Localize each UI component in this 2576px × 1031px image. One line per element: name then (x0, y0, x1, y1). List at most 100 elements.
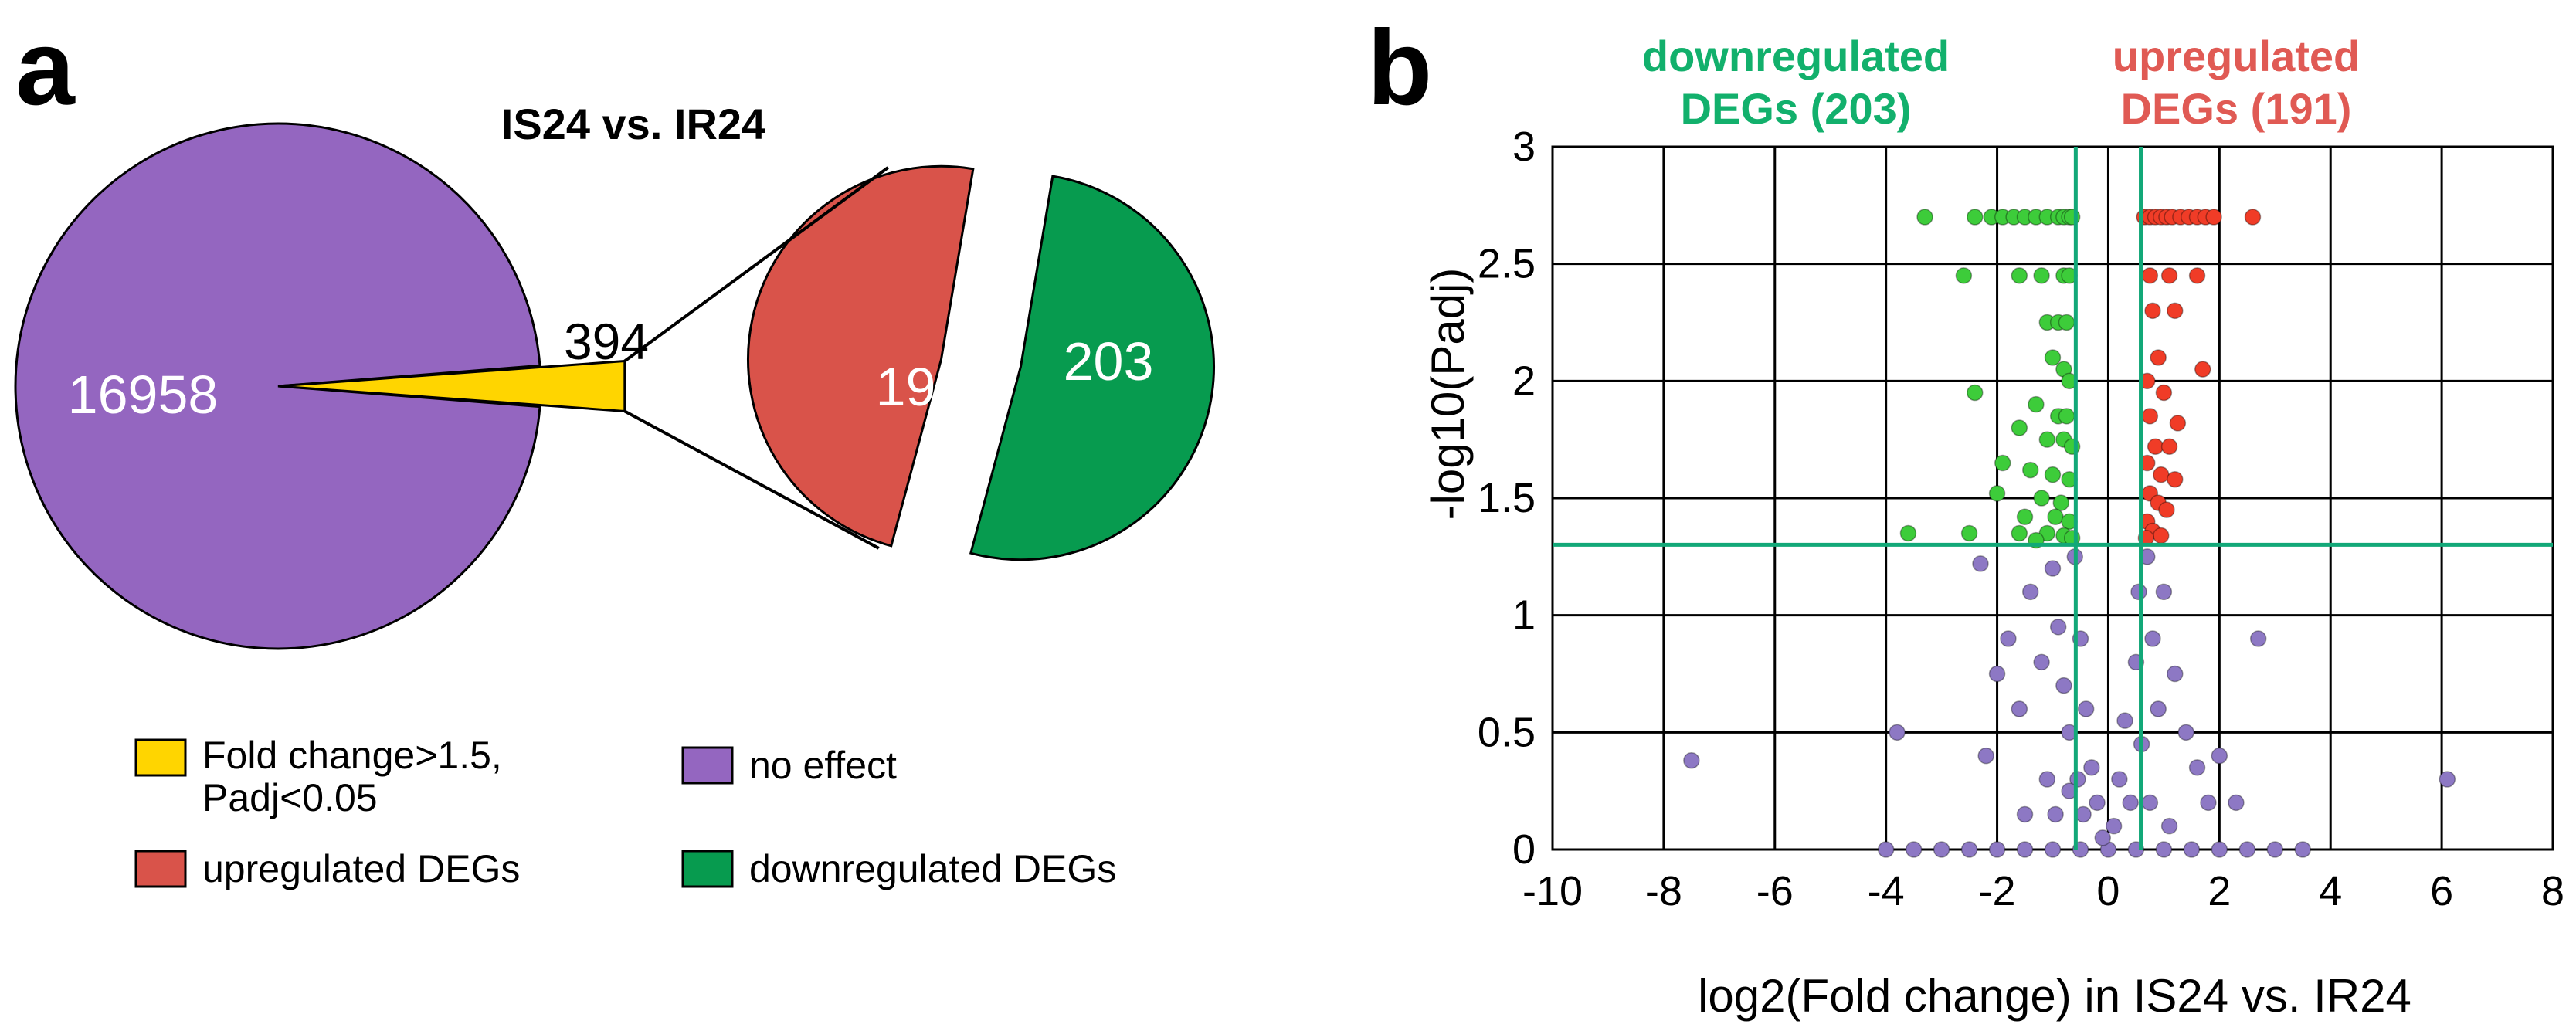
scatter-point-down (2011, 267, 2028, 284)
legend-swatch-no-effect (681, 746, 734, 785)
scatter-point-down (2011, 524, 2028, 542)
scatter-point-down (2021, 461, 2039, 479)
y-tick-label: 3 (1512, 124, 1536, 170)
annotation-up-line1: upregulated (2113, 32, 2360, 80)
scatter-point-down (1994, 454, 2011, 472)
scatter-point-up (2160, 267, 2178, 284)
scatter-point-purple (1683, 751, 1700, 769)
scatter-point-down (2011, 419, 2028, 436)
scatter-point-purple (2011, 700, 2028, 717)
legend-swatch-selected (134, 738, 187, 777)
scatter-point-purple (2016, 805, 2034, 823)
scatter-point-down (2038, 524, 2056, 542)
scatter-point-up (2194, 361, 2211, 378)
scatter-point-purple (2044, 841, 2062, 858)
x-tick-label: 2 (2208, 868, 2231, 914)
scatter-point-purple (2021, 583, 2039, 601)
scatter-point-up (2160, 438, 2178, 456)
scatter-point-down (1967, 209, 1984, 226)
scatter-point-purple (2033, 653, 2050, 671)
scatter-point-purple (2167, 665, 2184, 683)
scatter-point-purple (2016, 841, 2034, 858)
scatter-point-down (2058, 408, 2075, 425)
pie-label-selected: 394 (564, 313, 649, 370)
scatter-point-down (1916, 209, 1933, 226)
scatter-point-up (2147, 438, 2164, 456)
connector-line-top (623, 166, 889, 363)
pie-chart (14, 122, 626, 650)
scatter-point-up (2141, 408, 2159, 425)
scatter-point-purple (2055, 677, 2072, 694)
scatter-point-down (1899, 524, 1917, 542)
scatter-point-up (2188, 267, 2206, 284)
y-tick-label: 1 (1512, 592, 1536, 639)
scatter-point-purple (2089, 794, 2106, 812)
x-tick-label: 6 (2430, 868, 2453, 914)
pie-slice-selected (277, 359, 626, 413)
pie-legend: Fold change>1.5, Padj<0.05 no effect upr… (134, 734, 1116, 890)
breakdown-label-up: 191 (876, 357, 966, 417)
connector-line-bottom (623, 409, 880, 550)
scatter-point-up (2158, 501, 2175, 518)
scatter-point-purple (2155, 841, 2173, 858)
legend-swatch-down (681, 850, 734, 888)
scatter-point-purple (2249, 630, 2267, 647)
scatter-point-purple (2122, 794, 2139, 812)
scatter-point-down (2033, 267, 2050, 284)
x-tick-label: -4 (1868, 868, 1905, 914)
scatter-point-purple (2141, 794, 2159, 812)
scatter-point-purple (2177, 724, 2194, 741)
scatter-point-up (2167, 302, 2184, 320)
scatter-point-purple (2130, 583, 2147, 601)
scatter-point-purple (2044, 560, 2062, 577)
scatter-point-down (1967, 384, 1984, 402)
scatter-point-purple (2155, 583, 2173, 601)
annotation-down-line2: DEGs (203) (1681, 84, 1912, 133)
scatter-point-purple (2116, 712, 2133, 729)
scatter-point-purple (2238, 841, 2256, 858)
x-tick-label: -10 (1522, 868, 1583, 914)
scatter-point-purple (1905, 841, 1923, 858)
scatter-point-down (2058, 314, 2075, 331)
scatter-point-down (2052, 494, 2070, 511)
scatter-point-purple (1877, 841, 1895, 858)
scatter-point-purple (1889, 724, 1906, 741)
x-tick-label: -6 (1756, 868, 1794, 914)
scatter-point-purple (2150, 700, 2167, 717)
legend-label-no-effect: no effect (749, 744, 897, 787)
scatter-point-down (2033, 490, 2050, 507)
scatter-point-purple (2294, 841, 2311, 858)
scatter-point-up (2205, 209, 2222, 226)
y-axis-label: -log10(Padj) (1422, 268, 1474, 521)
panel-a-label: a (15, 8, 76, 127)
scatter-point-up (2244, 209, 2262, 226)
scatter-point-purple (2439, 771, 2456, 788)
x-tick-label: 4 (2319, 868, 2342, 914)
legend-label-up: upregulated DEGs (202, 847, 520, 890)
legend-swatch-up (134, 850, 187, 888)
scatter-point-purple (1960, 841, 1978, 858)
scatter-point-purple (2211, 841, 2228, 858)
scatter-point-purple (2228, 794, 2245, 812)
volcano-plot: -10 -8 -6 -4 -2 0 2 4 6 8 0 0.5 1 1.5 2 2.5 3 (1478, 124, 2564, 914)
x-tick-label: -2 (1979, 868, 2016, 914)
scatter-point-down (2016, 508, 2034, 526)
scatter-point-purple (1988, 665, 2006, 683)
y-tick-label: 1.5 (1478, 475, 1536, 521)
y-tick-label: 2.5 (1478, 241, 1536, 287)
scatter-point-up (2144, 302, 2161, 320)
scatter-point-purple (2144, 630, 2161, 647)
scatter-point-purple (1933, 841, 1950, 858)
scatter-point-down (2047, 508, 2064, 526)
x-tick-label: -8 (1645, 868, 1682, 914)
scatter-point-purple (1977, 747, 1994, 765)
scatter-point-down (2044, 466, 2062, 483)
plot-grid (1551, 145, 2554, 851)
legend-label-selected-2: Padj<0.05 (202, 776, 378, 819)
scatter-point-purple (2160, 817, 2178, 835)
scatter-point-up (2153, 466, 2170, 483)
scatter-point-down (2044, 349, 2062, 366)
scatter-point-purple (2266, 841, 2284, 858)
scatter-point-purple (2083, 759, 2100, 776)
scatter-point-purple (2188, 759, 2206, 776)
